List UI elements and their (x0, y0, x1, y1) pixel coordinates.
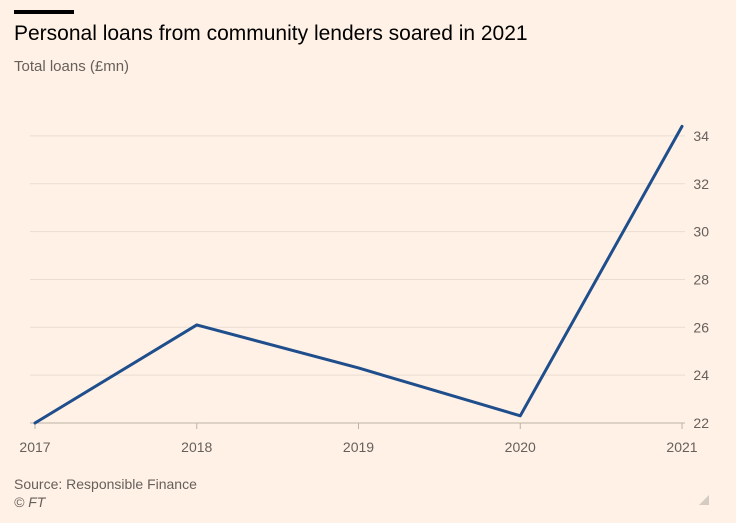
y-tick-label: 26 (693, 319, 709, 335)
chart-title: Personal loans from community lenders so… (14, 22, 528, 45)
y-tick-label: 30 (693, 224, 709, 240)
y-tick-label: 32 (693, 176, 709, 192)
series-group (33, 124, 684, 425)
x-axis-ticks (34, 423, 683, 429)
x-axis-labels: 2017 2018 2019 2020 2021 (19, 439, 697, 455)
x-tick-label: 2018 (181, 439, 212, 455)
source-note: Source: Responsible Finance (14, 476, 197, 492)
x-tick-label: 2017 (19, 439, 50, 455)
y-tick-label: 28 (693, 271, 709, 287)
x-tick-label: 2020 (505, 439, 536, 455)
y-axis-labels: 22 24 26 28 30 32 34 (693, 128, 709, 431)
x-tick-label: 2019 (343, 439, 374, 455)
series-line (33, 124, 684, 425)
ft-credit: © FT (14, 494, 46, 510)
y-tick-label: 22 (693, 415, 709, 431)
resize-corner-icon[interactable] (699, 495, 709, 505)
chart-subtitle: Total loans (£mn) (14, 58, 130, 75)
gridlines (30, 135, 685, 424)
y-tick-label: 24 (693, 367, 709, 383)
x-tick-label: 2021 (666, 439, 697, 455)
y-tick-label: 34 (693, 128, 709, 144)
top-rule (14, 10, 74, 14)
